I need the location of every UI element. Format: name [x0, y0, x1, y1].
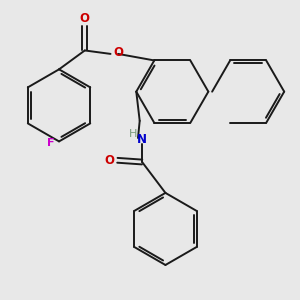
Text: O: O: [113, 46, 123, 59]
Text: N: N: [137, 133, 147, 146]
Text: F: F: [47, 138, 54, 148]
Text: O: O: [80, 12, 90, 25]
Text: H: H: [129, 128, 137, 139]
Text: O: O: [105, 154, 115, 167]
